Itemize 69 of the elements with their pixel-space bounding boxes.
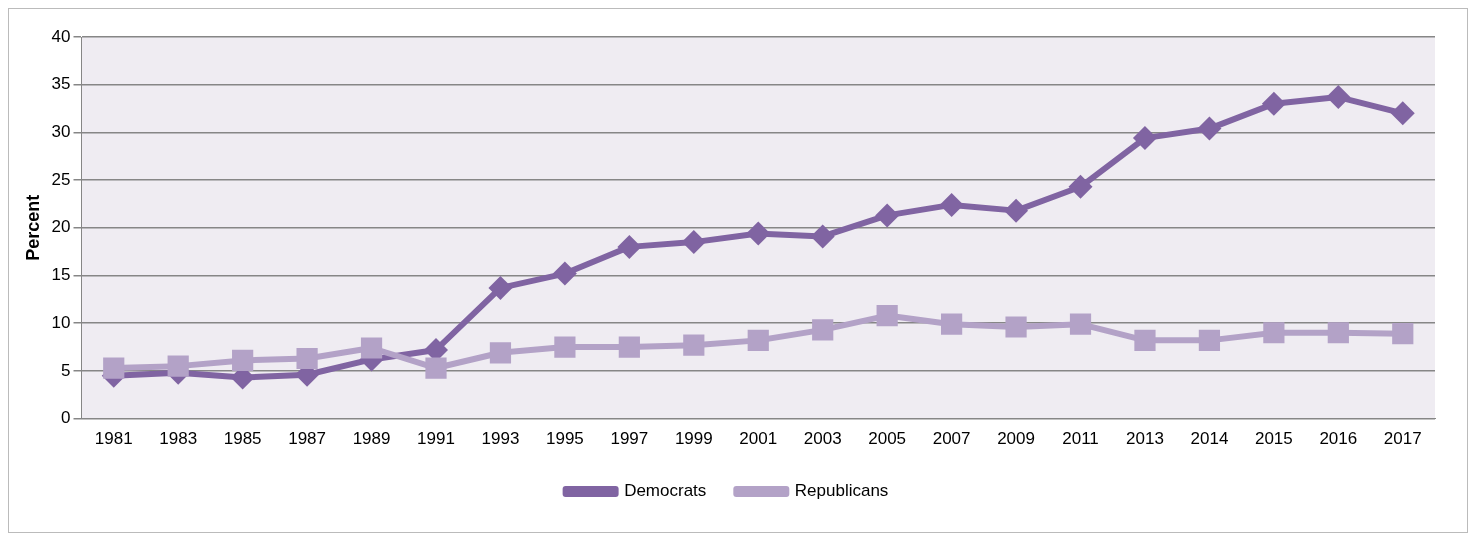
point xyxy=(812,319,834,341)
y-tick-label: 35 xyxy=(51,74,71,94)
x-tick-label: 1993 xyxy=(481,429,520,449)
point xyxy=(489,342,512,364)
y-tick-label: 10 xyxy=(51,312,71,332)
point xyxy=(1068,174,1093,199)
point xyxy=(552,261,577,286)
x-tick-label: 1983 xyxy=(159,429,198,449)
point xyxy=(1326,85,1351,110)
point xyxy=(1132,126,1157,151)
point xyxy=(1327,322,1349,344)
x-tick-label: 1985 xyxy=(223,429,262,449)
point xyxy=(617,234,642,259)
x-tick-label: 1997 xyxy=(610,429,649,449)
point xyxy=(681,230,706,255)
y-tick-label: 30 xyxy=(51,122,71,142)
point xyxy=(1392,323,1414,345)
point xyxy=(1069,313,1092,335)
point xyxy=(1390,101,1415,126)
x-tick-label: 2001 xyxy=(739,429,778,449)
x-tick-label: 2014 xyxy=(1190,429,1229,449)
x-tick-label: 1995 xyxy=(545,429,584,449)
x-tick-label: 2003 xyxy=(803,429,842,449)
point xyxy=(488,275,513,300)
x-tick-label: 2015 xyxy=(1254,429,1293,449)
y-tick-label: 15 xyxy=(51,265,71,285)
point xyxy=(1263,322,1285,344)
y-tick-label: 20 xyxy=(51,217,71,237)
y-tick-label: 0 xyxy=(61,408,71,428)
point xyxy=(1005,316,1027,338)
point xyxy=(683,334,705,356)
point xyxy=(360,337,383,359)
y-tick-label: 5 xyxy=(61,360,71,380)
point xyxy=(1197,116,1222,141)
point xyxy=(746,221,771,246)
point xyxy=(167,355,189,377)
x-tick-label: 2005 xyxy=(868,429,907,449)
point xyxy=(810,224,835,249)
point xyxy=(875,203,900,228)
y-axis-title: Percent xyxy=(22,194,43,261)
point xyxy=(296,347,318,370)
x-tick-label: 1981 xyxy=(94,429,133,449)
x-tick-label: 1987 xyxy=(288,429,327,449)
point xyxy=(618,336,640,358)
y-tick-label: 25 xyxy=(51,169,71,189)
point xyxy=(876,304,898,327)
point xyxy=(939,192,964,217)
x-tick-label: 1999 xyxy=(674,429,713,449)
point xyxy=(1198,329,1221,351)
x-tick-label: 1989 xyxy=(352,429,391,449)
x-tick-label: 2017 xyxy=(1383,429,1422,449)
legend-label: Democrats xyxy=(624,481,707,501)
point xyxy=(103,357,125,379)
x-tick-label: 2013 xyxy=(1126,429,1164,449)
x-tick-label: 2011 xyxy=(1062,429,1099,449)
x-tick-label: 2009 xyxy=(997,429,1035,449)
x-tick-label: 2007 xyxy=(932,429,971,449)
legend-label: Republicans xyxy=(794,481,889,501)
point xyxy=(1134,329,1156,351)
point xyxy=(747,329,769,351)
x-tick-label: 1991 xyxy=(417,429,455,449)
y-tick-label: 40 xyxy=(51,26,71,46)
point xyxy=(941,313,963,335)
x-tick-label: 2016 xyxy=(1319,429,1358,449)
point xyxy=(232,349,254,372)
point xyxy=(1261,91,1286,116)
point xyxy=(554,336,576,358)
point xyxy=(1004,198,1029,223)
point xyxy=(425,357,447,379)
